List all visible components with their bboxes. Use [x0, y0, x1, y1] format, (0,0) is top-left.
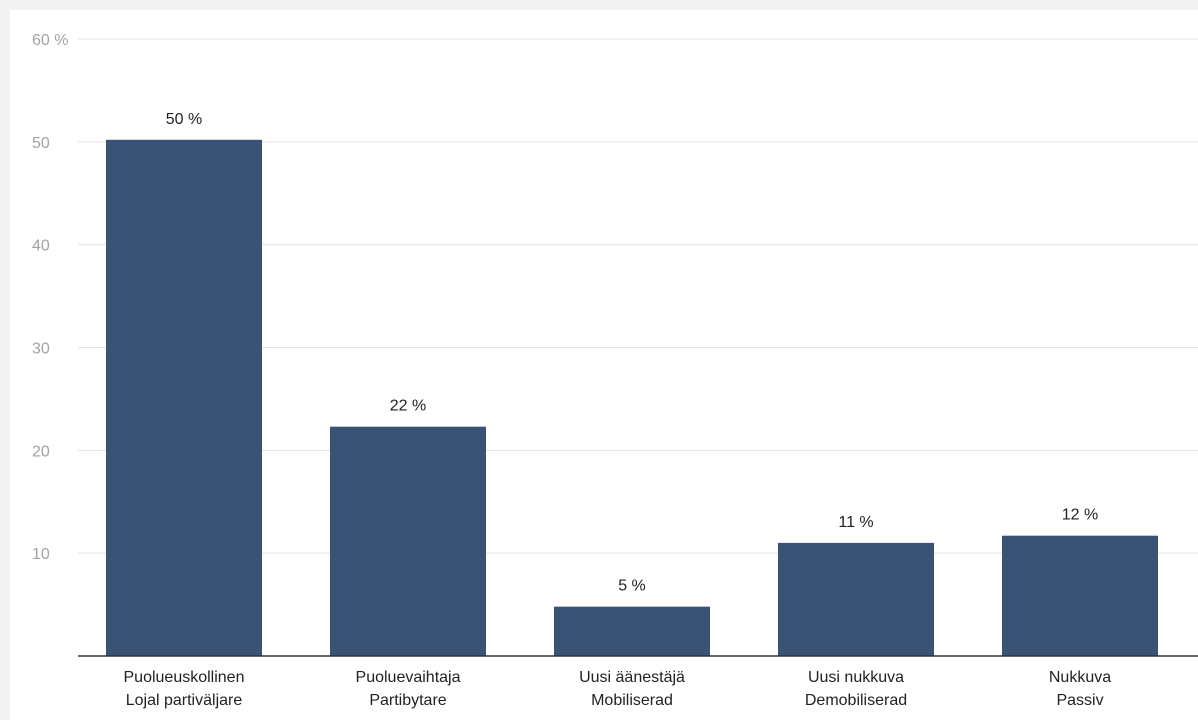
- x-tick-label: Partibytare: [369, 692, 446, 709]
- y-tick-label: 50: [32, 135, 50, 152]
- x-tick-label: Puolueuskollinen: [124, 669, 245, 686]
- data-label: 22 %: [390, 398, 426, 415]
- y-tick-label: 10: [32, 546, 50, 563]
- bars: [106, 139, 1158, 656]
- bar: [1002, 535, 1158, 656]
- data-label: 12 %: [1062, 507, 1098, 524]
- data-label: 5 %: [618, 578, 646, 595]
- bar: [106, 139, 262, 656]
- category-labels: Puolueuskollinen Lojal partiväljare Puolue…: [124, 669, 1112, 709]
- y-tick-label: 40: [32, 238, 50, 255]
- x-tick-label: Mobiliserad: [591, 692, 673, 709]
- x-tick-label: Puoluevaihtaja: [356, 669, 461, 686]
- x-tick-label: Demobiliserad: [805, 692, 907, 709]
- y-tick-label: 20: [32, 443, 50, 460]
- bar: [330, 426, 486, 656]
- x-tick-label: Uusi nukkuva: [808, 669, 904, 686]
- x-tick-label: Nukkuva: [1049, 669, 1111, 686]
- y-tick-label: 60 %: [32, 32, 68, 49]
- bar: [554, 606, 710, 656]
- y-axis-ticks: 10 20 30 40 50 60 %: [32, 32, 68, 563]
- x-tick-label: Lojal partiväljare: [126, 692, 243, 709]
- data-labels: 50 % 22 % 5 % 11 % 12 %: [166, 111, 1098, 595]
- x-tick-label: Passiv: [1056, 692, 1103, 709]
- data-label: 50 %: [166, 111, 202, 128]
- bar: [778, 542, 934, 656]
- y-tick-label: 30: [32, 341, 50, 358]
- bar-chart: 10 20 30 40 50 60 % 50 % 22 % 5 % 11 % 12 % Puolu…: [32, 32, 1198, 709]
- data-label: 11 %: [838, 514, 873, 531]
- chart-card: 10 20 30 40 50 60 % 50 % 22 % 5 % 11 % 12 % Puolu…: [10, 10, 1198, 720]
- x-tick-label: Uusi äänestäjä: [579, 669, 685, 686]
